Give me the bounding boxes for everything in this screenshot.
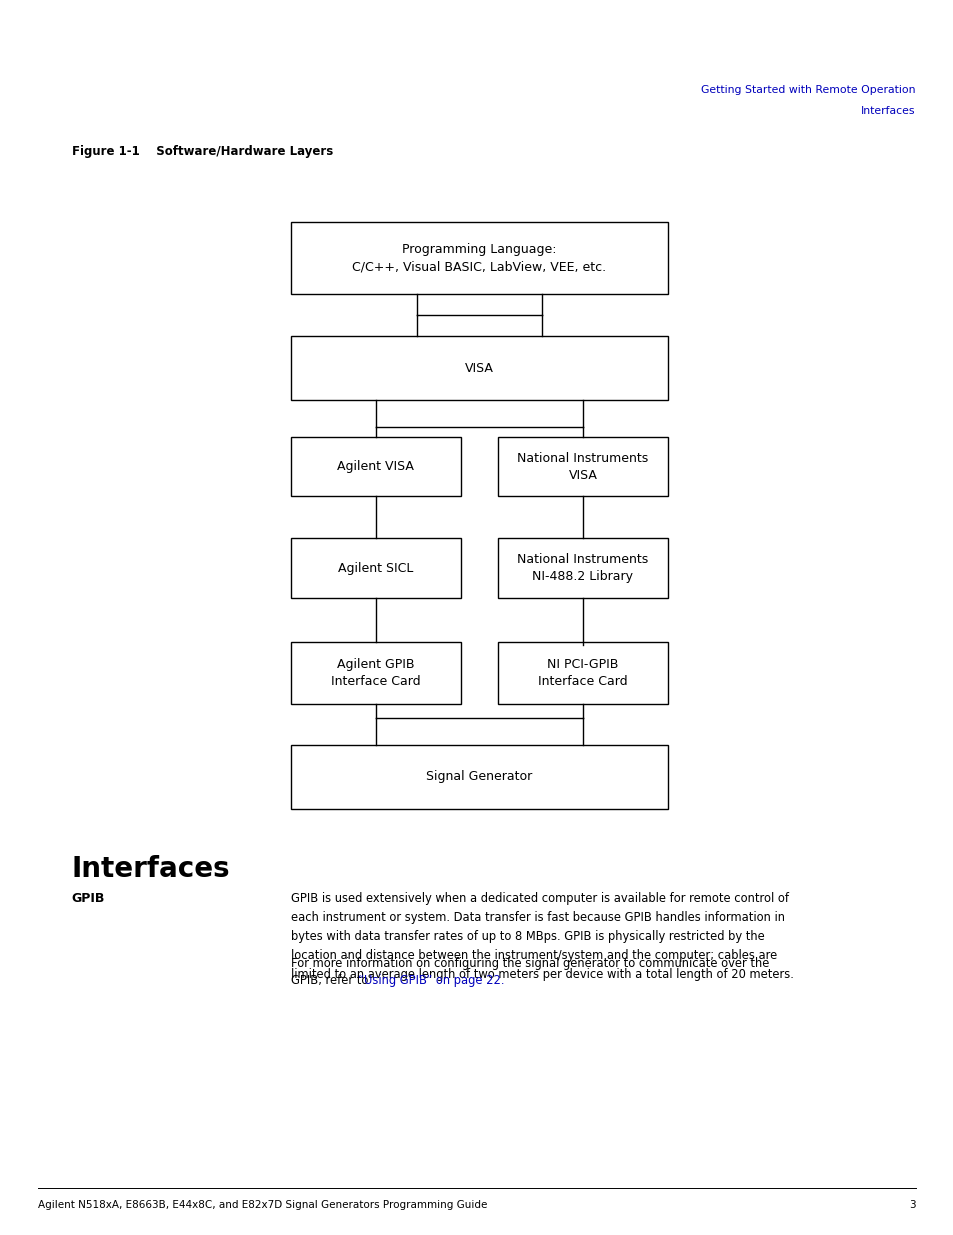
Text: Interfaces: Interfaces — [71, 855, 230, 883]
Text: Getting Started with Remote Operation: Getting Started with Remote Operation — [700, 85, 915, 95]
Text: National Instruments
VISA: National Instruments VISA — [517, 452, 648, 482]
Text: For more information on configuring the signal generator to communicate over the: For more information on configuring the … — [291, 957, 768, 971]
Bar — [497, 642, 667, 704]
Text: National Instruments
NI-488.2 Library: National Instruments NI-488.2 Library — [517, 553, 648, 583]
Text: Signal Generator: Signal Generator — [426, 771, 532, 783]
Text: Interfaces: Interfaces — [861, 106, 915, 116]
Bar — [497, 437, 667, 496]
Text: GPIB is used extensively when a dedicated computer is available for remote contr: GPIB is used extensively when a dedicate… — [291, 892, 793, 981]
Bar — [291, 222, 667, 294]
Text: “Using GPIB” on page 22.: “Using GPIB” on page 22. — [357, 974, 503, 988]
Text: 3: 3 — [908, 1200, 915, 1210]
Text: Agilent SICL: Agilent SICL — [337, 562, 414, 574]
Bar — [291, 538, 460, 598]
Bar — [291, 745, 667, 809]
Bar — [291, 336, 667, 400]
Text: Figure 1-1    Software/Hardware Layers: Figure 1-1 Software/Hardware Layers — [71, 144, 333, 158]
Text: Agilent VISA: Agilent VISA — [337, 461, 414, 473]
Text: NI PCI-GPIB
Interface Card: NI PCI-GPIB Interface Card — [537, 658, 627, 688]
Text: Agilent GPIB
Interface Card: Agilent GPIB Interface Card — [331, 658, 420, 688]
Bar — [291, 437, 460, 496]
Text: Programming Language:
C/C++, Visual BASIC, LabView, VEE, etc.: Programming Language: C/C++, Visual BASI… — [352, 243, 606, 273]
Text: GPIB: GPIB — [71, 892, 105, 905]
Bar — [497, 538, 667, 598]
Text: GPIB, refer to: GPIB, refer to — [291, 974, 372, 988]
Bar — [291, 642, 460, 704]
Text: Agilent N518xA, E8663B, E44x8C, and E82x7D Signal Generators Programming Guide: Agilent N518xA, E8663B, E44x8C, and E82x… — [38, 1200, 487, 1210]
Text: VISA: VISA — [464, 362, 494, 374]
